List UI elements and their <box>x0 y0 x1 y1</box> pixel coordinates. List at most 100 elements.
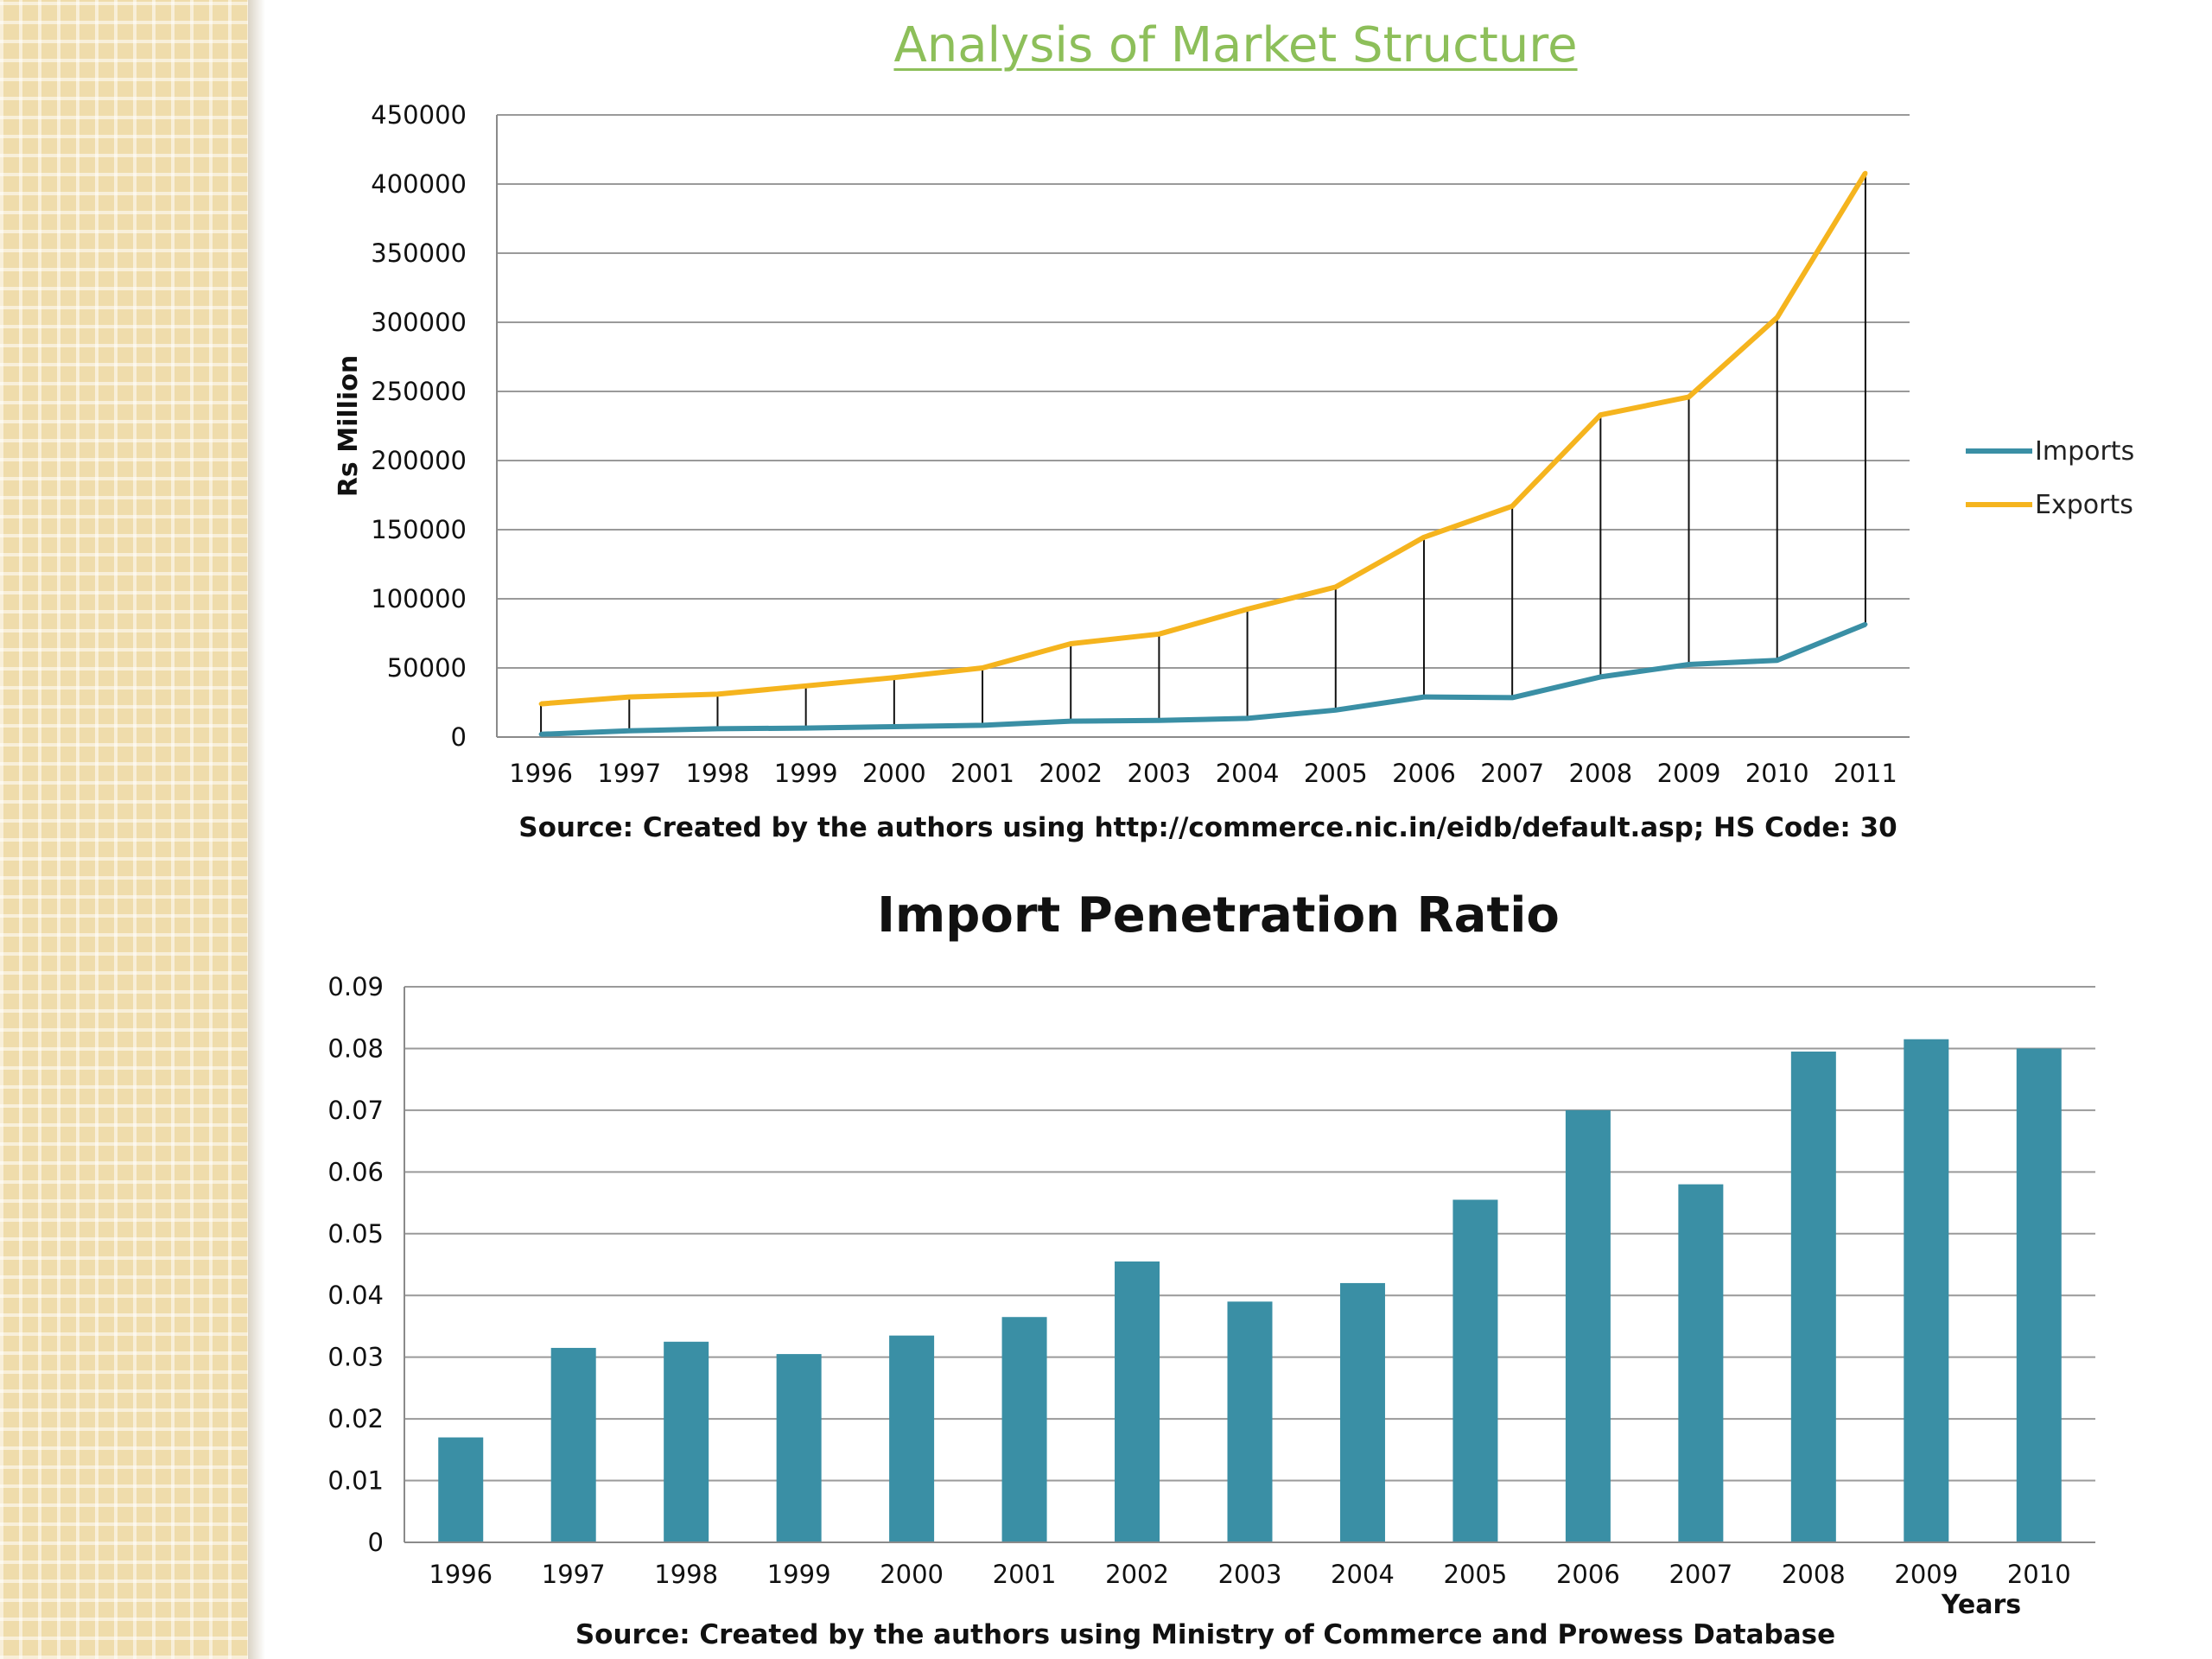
x-tick-label: 2009 <box>1894 1560 1958 1589</box>
data-point-imports <box>1421 695 1427 700</box>
x-tick-label: 2009 <box>1657 759 1721 788</box>
chart2-source-note: Source: Created by the authors using Min… <box>575 1619 1835 1650</box>
bar <box>776 1354 822 1542</box>
y-tick-label: 0.02 <box>327 1404 384 1433</box>
data-point-exports <box>626 695 632 700</box>
y-tick-label: 300000 <box>371 308 467 337</box>
bar <box>1790 1052 1836 1542</box>
data-point-exports <box>1775 315 1780 320</box>
bar <box>550 1347 596 1542</box>
data-point-imports <box>1863 622 1868 627</box>
x-tick-label: 2003 <box>1128 759 1192 788</box>
x-tick-label: 2003 <box>1218 1560 1282 1589</box>
x-tick-label: 2006 <box>1392 759 1456 788</box>
x-tick-label: 2004 <box>1331 1560 1395 1589</box>
bar <box>1001 1317 1047 1542</box>
data-point-exports <box>1421 535 1427 540</box>
x-tick-label: 1996 <box>429 1560 493 1589</box>
x-tick-label: 2011 <box>1834 759 1897 788</box>
bar <box>438 1437 484 1542</box>
y-tick-label: 0.05 <box>327 1219 384 1249</box>
y-tick-label: 250000 <box>371 377 467 406</box>
chart1-source-note: Source: Created by the authors using htt… <box>518 812 1897 843</box>
y-tick-label: 0 <box>368 1528 384 1557</box>
x-tick-label: 2005 <box>1444 1560 1508 1589</box>
data-point-imports <box>1333 708 1338 713</box>
x-tick-label: 2002 <box>1105 1560 1169 1589</box>
bar <box>664 1341 709 1542</box>
data-point-imports <box>1687 662 1692 667</box>
data-point-exports <box>538 702 543 707</box>
y-tick-label: 0.01 <box>327 1466 384 1496</box>
x-tick-label: 2000 <box>880 1560 944 1589</box>
x-tick-label: 1998 <box>686 759 750 788</box>
y-tick-label: 0.04 <box>327 1281 384 1310</box>
bar <box>1678 1184 1724 1542</box>
data-point-exports <box>1687 394 1692 399</box>
bar <box>889 1335 935 1542</box>
x-tick-label: 1998 <box>654 1560 718 1589</box>
y-tick-label: 0 <box>451 722 467 752</box>
x-tick-label: 2000 <box>862 759 926 788</box>
bar <box>1452 1199 1498 1542</box>
y-tick-label: 450000 <box>371 100 467 130</box>
data-point-imports <box>804 726 809 731</box>
y-tick-label: 0.08 <box>327 1033 384 1063</box>
bar <box>1565 1109 1611 1542</box>
series-line-imports <box>540 621 1867 737</box>
y-tick-label: 100000 <box>371 584 467 613</box>
x-tick-label: 2007 <box>1480 759 1544 788</box>
data-point-exports <box>980 665 985 671</box>
x-tick-label: 2010 <box>2007 1560 2071 1589</box>
data-point-imports <box>1068 719 1073 724</box>
x-tick-label: 2004 <box>1216 759 1280 788</box>
y-tick-label: 150000 <box>371 515 467 544</box>
data-point-exports <box>1863 170 1868 175</box>
y-tick-label: 400000 <box>371 169 467 199</box>
x-tick-label: 1996 <box>509 759 573 788</box>
data-point-exports <box>1156 632 1161 637</box>
data-point-exports <box>715 691 720 696</box>
y-tick-label: 350000 <box>371 238 467 268</box>
data-point-exports <box>1333 584 1338 589</box>
x-tick-label: 2006 <box>1556 1560 1620 1589</box>
data-point-imports <box>1510 695 1515 700</box>
x-tick-label: 1999 <box>767 1560 831 1589</box>
x-tick-label: 1997 <box>597 759 661 788</box>
data-point-imports <box>1156 718 1161 723</box>
data-point-exports <box>1245 607 1250 612</box>
data-point-exports <box>1598 412 1603 417</box>
data-point-imports <box>538 732 543 737</box>
legend-label-exports: Exports <box>2035 490 2133 520</box>
x-tick-label: 2007 <box>1669 1560 1732 1589</box>
x-tick-label: 2008 <box>1782 1560 1846 1589</box>
data-point-imports <box>715 726 720 731</box>
bar <box>1227 1301 1273 1542</box>
series-line-exports <box>540 171 1868 707</box>
y-tick-label: 50000 <box>387 653 467 683</box>
trade-line-chart: 0 50000 100000 150000 200000 250000 300000 3500… <box>334 100 2134 843</box>
bar <box>1339 1282 1385 1542</box>
x-tick-label: 2005 <box>1304 759 1368 788</box>
y-tick-label: 0.07 <box>327 1096 384 1125</box>
data-point-exports <box>892 675 897 680</box>
page-title: Analysis of Market Structure <box>893 17 1578 73</box>
bar <box>1115 1261 1160 1542</box>
data-point-imports <box>980 722 985 728</box>
y-tick-label: 0.06 <box>327 1157 384 1186</box>
legend-label-imports: Imports <box>2035 436 2134 467</box>
data-point-exports <box>804 683 809 689</box>
data-point-imports <box>626 728 632 734</box>
bar <box>2016 1048 2062 1542</box>
y-tick-label: 200000 <box>371 446 467 475</box>
data-point-exports <box>1068 641 1073 646</box>
sidebar-shadow <box>248 0 265 1659</box>
x-axis-title: Years <box>1941 1590 2021 1620</box>
data-point-exports <box>1510 504 1515 509</box>
x-tick-label: 2001 <box>950 759 1014 788</box>
data-point-imports <box>1775 658 1780 663</box>
data-point-imports <box>1598 674 1603 679</box>
x-tick-label: 1999 <box>774 759 838 788</box>
x-tick-label: 1997 <box>542 1560 606 1589</box>
